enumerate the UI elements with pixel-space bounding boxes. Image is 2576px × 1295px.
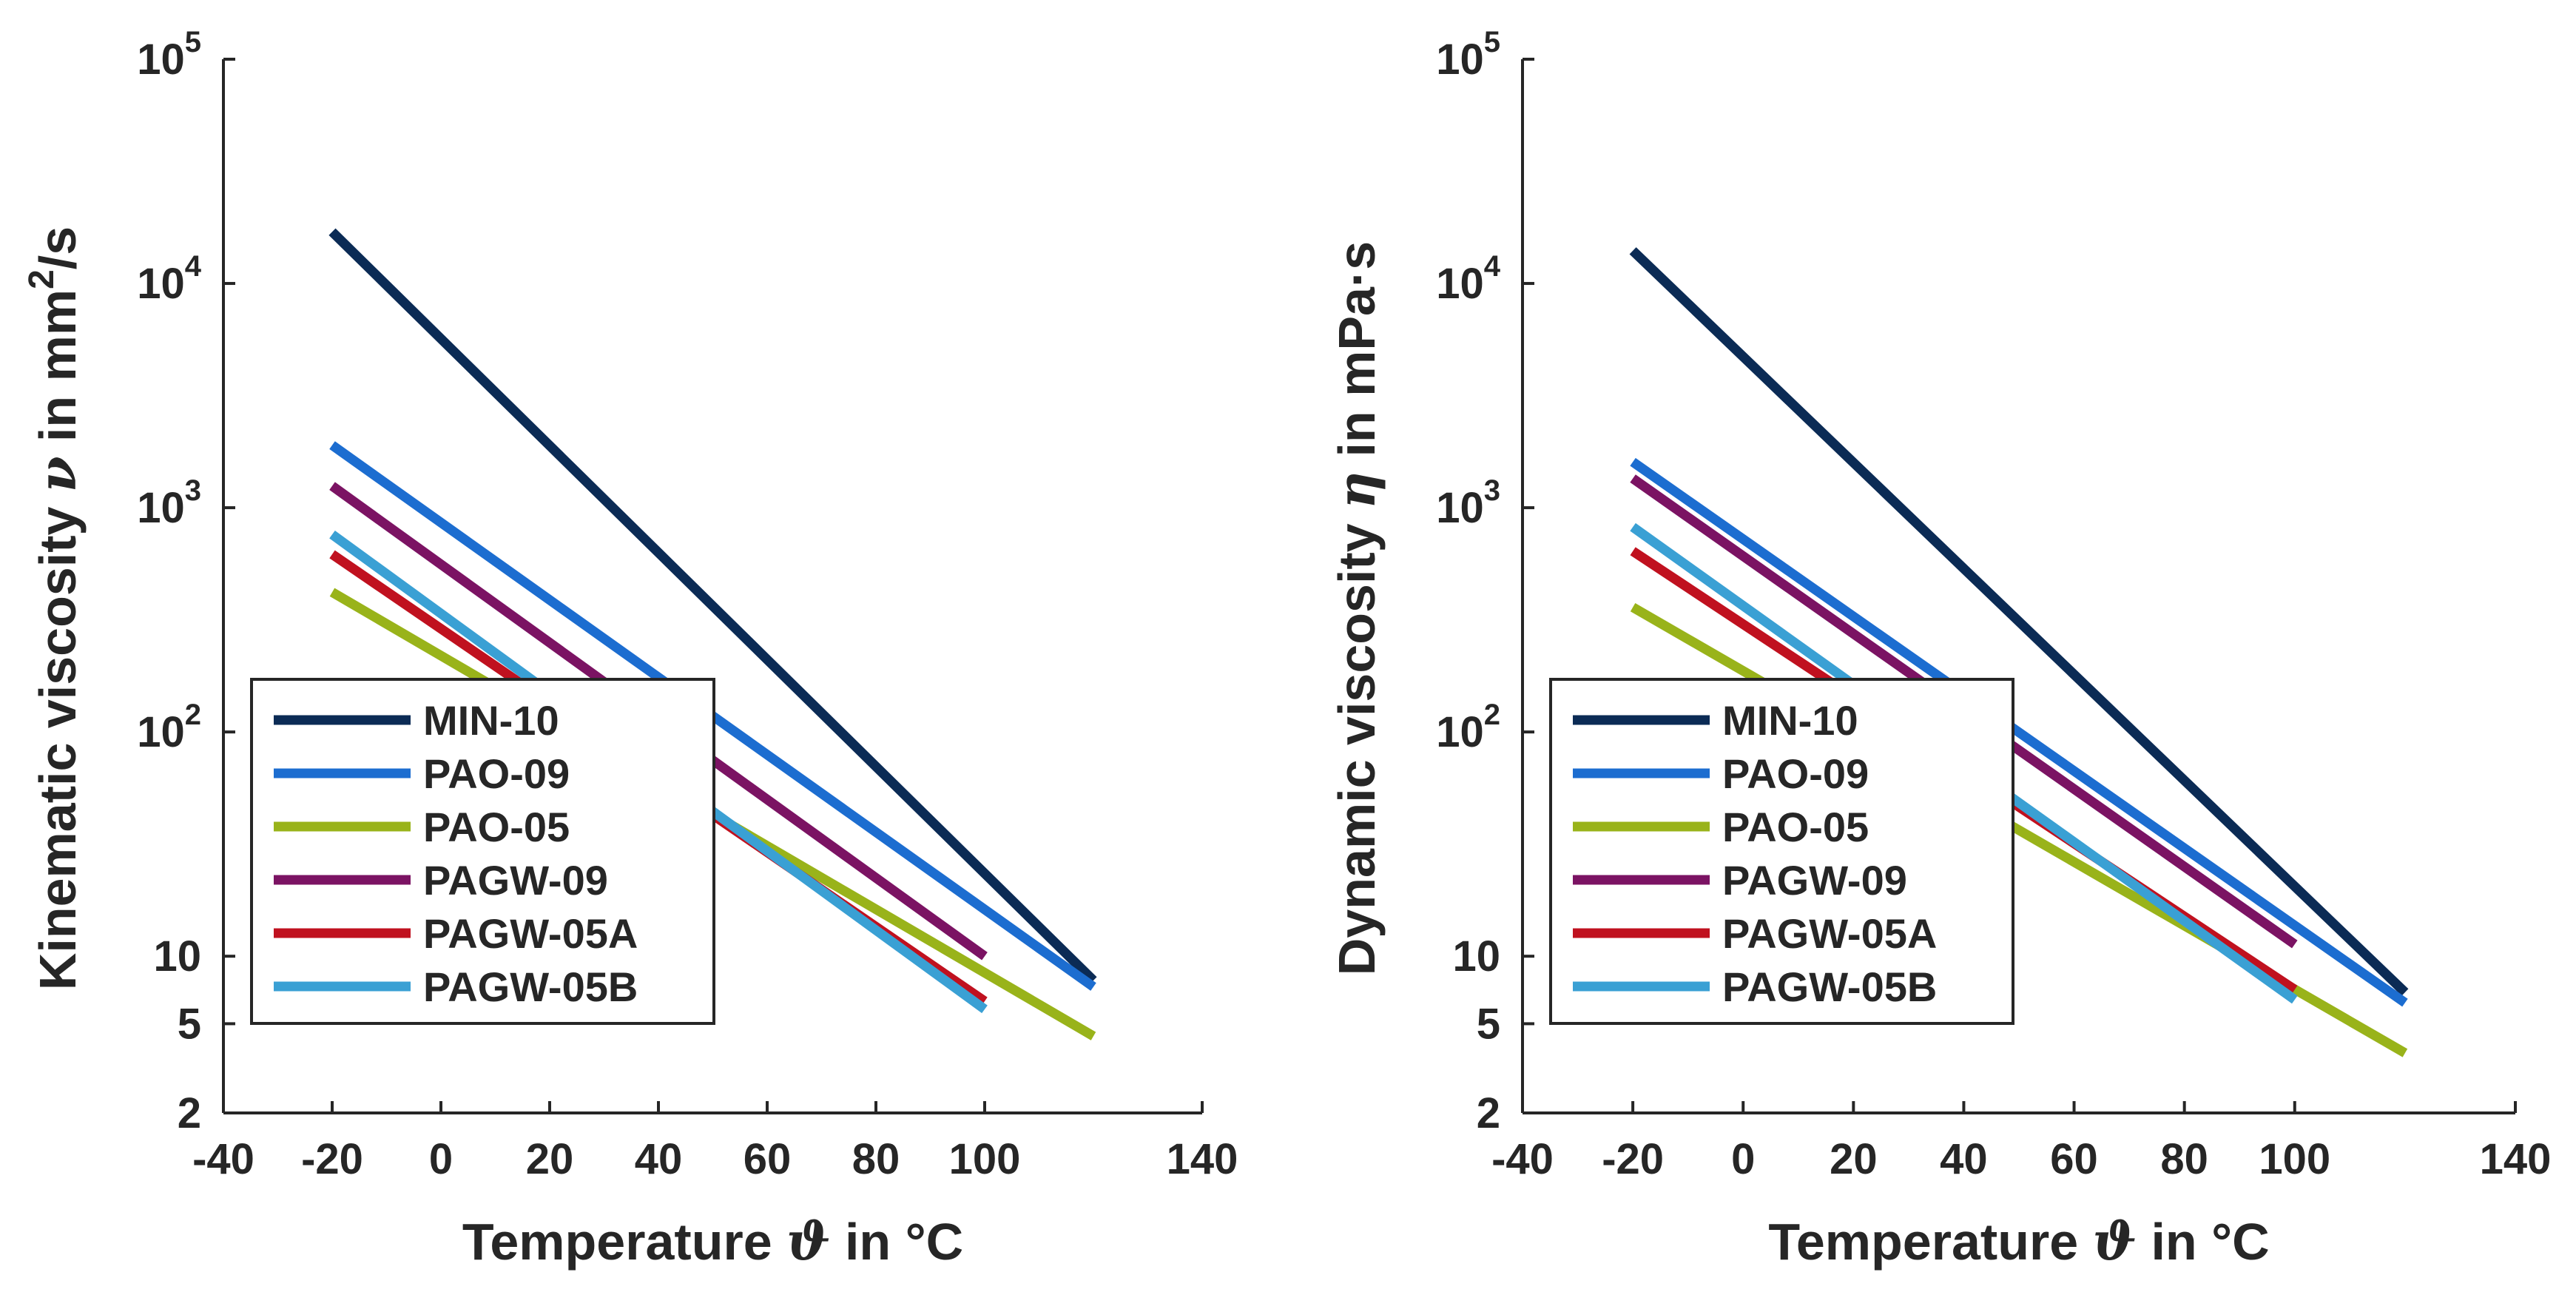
legend-label-pagw-05b: PAGW-05B bbox=[423, 963, 638, 1010]
legend-label-min-10: MIN-10 bbox=[423, 697, 559, 744]
legend-label-pao-05: PAO-05 bbox=[1722, 804, 1869, 850]
legend-label-min-10: MIN-10 bbox=[1722, 697, 1858, 744]
legend: MIN-10 PAO-09 PAO-05 PAGW-09 PAGW-05A PAGW-05… bbox=[1549, 678, 2014, 1025]
y-tick-label: 104 bbox=[1436, 250, 1501, 308]
chart-panel-2: -40 -20 0 20 40 60 80 100 140 2 5 10 102 103 104 105 Tem… bbox=[1326, 26, 2551, 1272]
y-tick-label: 102 bbox=[137, 699, 201, 756]
y-tick-label: 105 bbox=[137, 26, 201, 84]
x-tick-label: 20 bbox=[1830, 1135, 1878, 1183]
series-line-min-10 bbox=[328, 228, 1097, 984]
y-tick-label: 103 bbox=[137, 474, 201, 532]
x-tick-label: 40 bbox=[635, 1135, 683, 1183]
y-tick-label: 104 bbox=[137, 250, 202, 308]
legend: MIN-10 PAO-09 PAO-05 PAGW-09 PAGW-05A PAGW-05… bbox=[250, 678, 715, 1025]
x-tick-label: -40 bbox=[192, 1135, 254, 1183]
x-tick-label: 80 bbox=[852, 1135, 900, 1183]
legend-label-pagw-05b: PAGW-05B bbox=[1722, 963, 1937, 1010]
x-tick-label: 40 bbox=[1940, 1135, 1988, 1183]
y-tick-label: 5 bbox=[1477, 1000, 1500, 1048]
y-tick-label: 102 bbox=[1436, 699, 1500, 756]
legend-label-pao-09: PAO-09 bbox=[423, 750, 570, 797]
x-tick-label: 0 bbox=[429, 1135, 453, 1183]
legend-box bbox=[1549, 678, 2014, 1025]
x-tick-label: 140 bbox=[1167, 1135, 1238, 1183]
series-line-min-10 bbox=[1629, 247, 2409, 996]
series-line-pao-09 bbox=[1630, 457, 2408, 1007]
legend-label-pao-09: PAO-09 bbox=[1722, 750, 1869, 797]
x-tick-label: 80 bbox=[2160, 1135, 2208, 1183]
y-tick-label: 10 bbox=[1452, 932, 1500, 980]
y-tick-label: 10 bbox=[153, 932, 201, 980]
legend-label-pagw-05a: PAGW-05A bbox=[1722, 910, 1937, 957]
y-tick-label: 2 bbox=[178, 1089, 201, 1137]
x-tick-label: 20 bbox=[526, 1135, 574, 1183]
x-tick-label: -20 bbox=[1602, 1135, 1664, 1183]
legend-label-pagw-09: PAGW-09 bbox=[1722, 857, 1907, 904]
x-tick-label: 60 bbox=[744, 1135, 792, 1183]
y-tick-label: 5 bbox=[178, 1000, 201, 1048]
y-tick-label: 105 bbox=[1436, 26, 1500, 84]
x-tick-label: 0 bbox=[1731, 1135, 1755, 1183]
x-tick-label: 60 bbox=[2050, 1135, 2098, 1183]
x-tick-label: 100 bbox=[949, 1135, 1021, 1183]
legend-label-pagw-09: PAGW-09 bbox=[423, 857, 608, 904]
chart-panel-1: -40 -20 0 20 40 60 80 100 140 2 5 10 102 103 104 105 Tem… bbox=[22, 26, 1238, 1272]
x-axis-label: Temperature ϑ in °C bbox=[1768, 1211, 2269, 1272]
y-axis-label: Kinematic viscosity ν in mm2/s bbox=[22, 226, 88, 990]
legend-label-pao-05: PAO-05 bbox=[423, 804, 570, 850]
x-tick-label: 140 bbox=[2480, 1135, 2552, 1183]
x-tick-label: 100 bbox=[2259, 1135, 2330, 1183]
y-tick-label: 2 bbox=[1477, 1089, 1500, 1137]
x-tick-label: -20 bbox=[301, 1135, 363, 1183]
x-tick-label: -40 bbox=[1491, 1135, 1554, 1183]
y-axis-label: Dynamic viscosity η in mPa·s bbox=[1326, 241, 1387, 975]
legend-label-pagw-05a: PAGW-05A bbox=[423, 910, 638, 957]
x-axis-label: Temperature ϑ in °C bbox=[462, 1211, 963, 1272]
legend-box bbox=[250, 678, 715, 1025]
y-tick-label: 103 bbox=[1436, 474, 1500, 532]
